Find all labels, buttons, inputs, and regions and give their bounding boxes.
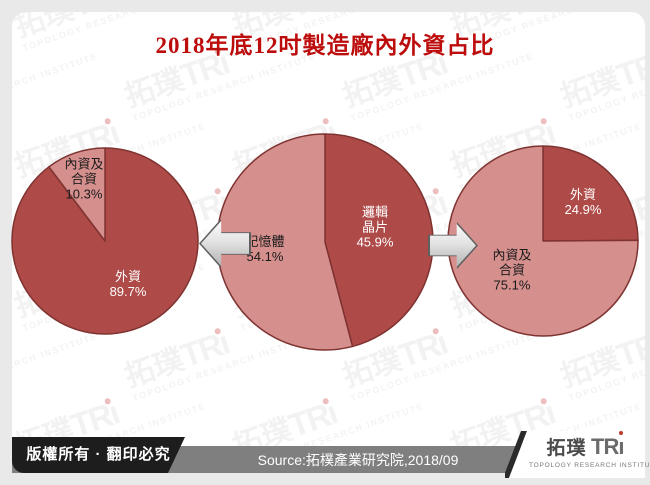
slice-label-left-foreign: 外資 89.7% bbox=[109, 269, 147, 299]
tri-logo-plate bbox=[505, 431, 645, 478]
tri-logo: 拓璞 TRı TOPOLOGY RESEARCH INSTITUTE bbox=[505, 428, 650, 480]
pie-slice-right-外資 bbox=[542, 145, 639, 242]
slice-label-center-memory: 記憶體 54.1% bbox=[245, 234, 285, 264]
slice-label-left-domestic: 內資及 合資 10.3% bbox=[64, 156, 104, 202]
tri-logo-latin: TRı bbox=[591, 431, 624, 459]
pie-slice-center-邏輯晶片 bbox=[324, 133, 434, 348]
source-text: Source:拓樸產業研究院,2018/09 bbox=[257, 452, 459, 468]
copyright-text: 版權所有 · 翻印必究 bbox=[26, 446, 171, 463]
slice-label-center-logic: 邏輯 晶片 45.9% bbox=[356, 204, 394, 250]
block-arrow-left-icon bbox=[199, 219, 251, 268]
tri-logo-cjk: 拓璞 bbox=[546, 438, 587, 459]
tri-logo-red-dot bbox=[619, 431, 624, 435]
slice-label-right-foreign: 外資 24.9% bbox=[564, 187, 602, 217]
tri-logo-subtitle: TOPOLOGY RESEARCH INSTITUTE bbox=[529, 462, 650, 469]
page-title: 2018年底12吋製造廠內外資占比 bbox=[155, 33, 495, 58]
block-arrow-right-icon bbox=[428, 222, 478, 269]
pie-slice-left-內資及合資 bbox=[48, 147, 106, 242]
pie-slice-right-內資及合資 bbox=[447, 145, 639, 337]
slice-label-right-domestic: 內資及 合資 75.1% bbox=[492, 247, 532, 293]
copyright-ribbon bbox=[12, 437, 168, 473]
